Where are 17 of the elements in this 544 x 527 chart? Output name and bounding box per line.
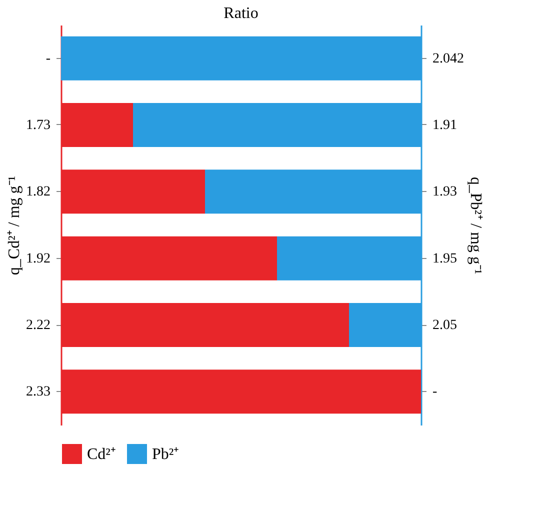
chart-title: Ratio [224, 5, 258, 22]
y2-axis-title: q_Pb²⁺ / mg g⁻¹ [467, 176, 484, 274]
y2-tick-label: 2.05 [432, 318, 457, 333]
y-tick-label: - [46, 51, 51, 66]
legend-label: Cd²⁺ [87, 446, 116, 463]
legend-label: Pb²⁺ [152, 446, 179, 463]
y2-tick-label: 1.93 [432, 184, 457, 200]
y-tick-label: 1.73 [26, 118, 50, 133]
y-tick-label: 2.33 [26, 384, 50, 400]
y2-tick-label: 2.042 [432, 51, 464, 66]
y-axis-title: q_Cd²⁺ / mg g⁻¹ [6, 176, 23, 276]
y-tick-label: 2.22 [26, 318, 50, 333]
y2-tick-label: - [432, 384, 438, 400]
y2-tick-label: 1.91 [432, 118, 457, 133]
y2-tick-label: 1.95 [432, 251, 457, 266]
y-tick-label: 1.92 [26, 251, 50, 266]
y-tick-label: 1.82 [26, 184, 50, 200]
